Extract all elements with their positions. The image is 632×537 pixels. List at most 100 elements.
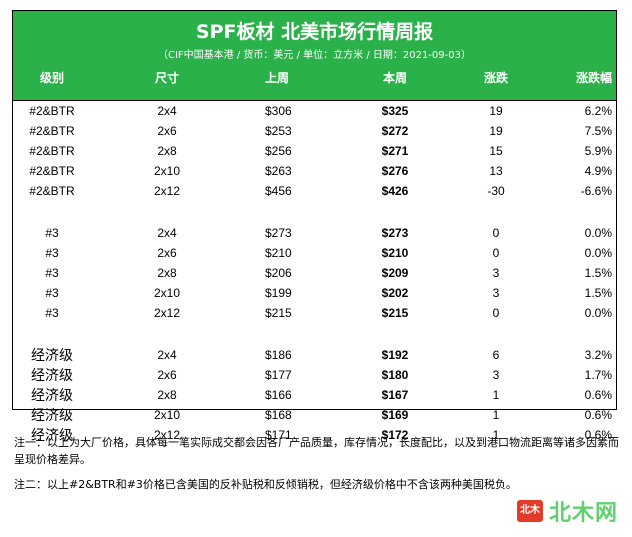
logo-badge: 北木 (516, 500, 543, 522)
cell-this: $426 (381, 184, 409, 198)
cell-grade: #3 (45, 306, 59, 320)
header-size: 尺寸 (154, 71, 179, 85)
table-row: 经济级 2x12 $171 $172 1 0.6% (13, 425, 616, 445)
cell-pct: 0.6% (584, 408, 612, 422)
cell-size: 2x6 (157, 246, 177, 260)
cell-this: $169 (381, 408, 409, 422)
cell-chg: 19 (489, 124, 503, 138)
report-header-banner: SPF板材 北美市场行情周报 （CIF中国基本港 / 货币：美元 / 单位：立方… (13, 11, 616, 101)
cell-last: $177 (265, 368, 292, 382)
cell-chg: 0 (492, 226, 500, 240)
table-row: #3 2x12 $215 $215 0 0.0% (13, 303, 616, 323)
cell-grade: #2&BTR (29, 124, 75, 138)
cell-pct: 5.9% (584, 144, 612, 158)
cell-size: 2x4 (157, 104, 177, 118)
header-grade: 级别 (39, 71, 64, 85)
cell-this: $276 (381, 164, 409, 178)
cell-size: 2x8 (157, 144, 177, 158)
cell-size: 2x10 (153, 408, 181, 422)
logo-text: 北木网 (548, 501, 618, 526)
table-row: #2&BTR 2x6 $253 $272 19 7.5% (13, 121, 616, 141)
cell-last: $186 (265, 348, 292, 362)
header-last-week: 上周 (265, 71, 290, 85)
report-title: SPF板材 北美市场行情周报 (195, 21, 434, 43)
cell-pct: 6.2% (584, 104, 612, 118)
cell-this: $180 (381, 368, 409, 382)
cell-this: $273 (381, 226, 409, 240)
cell-grade: 经济级 (31, 407, 73, 423)
cell-last: $256 (265, 144, 292, 158)
cell-last: $215 (265, 306, 292, 320)
cell-grade: #3 (45, 226, 59, 240)
cell-this: $209 (381, 266, 409, 280)
cell-size: 2x8 (157, 266, 177, 280)
cell-pct: 1.7% (584, 368, 612, 382)
table-row: #3 2x10 $199 $202 3 1.5% (13, 283, 616, 303)
cell-size: 2x12 (153, 428, 181, 442)
table-row: #3 2x4 $273 $273 0 0.0% (13, 223, 616, 243)
cell-size: 2x12 (153, 306, 181, 320)
cell-pct: -6.6% (580, 184, 612, 198)
table-row: #3 2x8 $206 $209 3 1.5% (13, 263, 616, 283)
table-row: 经济级 2x8 $166 $167 1 0.6% (13, 385, 616, 405)
cell-chg: 1 (492, 388, 500, 402)
cell-size: 2x4 (157, 226, 177, 240)
cell-pct: 3.2% (584, 348, 612, 362)
cell-grade: 经济级 (31, 347, 73, 363)
cell-pct: 4.9% (584, 164, 612, 178)
cell-last: $456 (265, 184, 292, 198)
cell-grade: #2&BTR (29, 164, 75, 178)
cell-grade: 经济级 (31, 367, 73, 383)
report-subtitle: （CIF中国基本港 / 货币：美元 / 单位：立方米 / 日期：2021-09-… (158, 50, 471, 61)
cell-chg: 3 (492, 266, 500, 280)
footnote-1: 注一：以上为大厂价格，具体每一笔实际成交都会因各厂产品质量，库存情况，长度配比，… (14, 436, 619, 466)
table-row: #2&BTR 2x4 $306 $325 19 6.2% (13, 101, 616, 121)
header-change: 涨跌 (483, 71, 508, 85)
cell-chg: 0 (492, 306, 500, 320)
cell-last: $253 (265, 124, 292, 138)
cell-pct: 7.5% (584, 124, 612, 138)
cell-last: $171 (265, 428, 292, 442)
cell-grade: 经济级 (31, 387, 73, 403)
cell-grade: #2&BTR (29, 104, 75, 118)
cell-chg: 1 (492, 428, 500, 442)
table-row: #2&BTR 2x8 $256 $271 15 5.9% (13, 141, 616, 161)
cell-pct: 1.5% (584, 266, 612, 280)
cell-this: $215 (381, 306, 409, 320)
cell-grade: #3 (45, 246, 59, 260)
cell-last: $206 (265, 266, 292, 280)
cell-chg: 3 (492, 368, 500, 382)
cell-chg: 15 (489, 144, 503, 158)
cell-size: 2x8 (157, 388, 177, 402)
table-body: #2&BTR 2x4 $306 $325 19 6.2% #2&BTR 2x6 $253 $272… (13, 101, 616, 445)
cell-last: $273 (265, 226, 292, 240)
cell-pct: 0.0% (584, 226, 612, 240)
cell-grade: #3 (45, 286, 59, 300)
cell-last: $210 (265, 246, 292, 260)
cell-size: 2x10 (153, 164, 181, 178)
cell-grade: #3 (45, 266, 59, 280)
cell-this: $325 (381, 104, 409, 118)
cell-last: $263 (265, 164, 292, 178)
cell-pct: 1.5% (584, 286, 612, 300)
footnote-2: 注二：以上#2&BTR和#3价格已含美国的反补贴税和反倾销税，但经济级价格中不含… (14, 478, 517, 491)
cell-pct: 0.6% (584, 388, 612, 402)
cell-grade: #2&BTR (29, 184, 75, 198)
cell-grade: #2&BTR (29, 144, 75, 158)
cell-last: $199 (265, 286, 292, 300)
price-report-table: SPF板材 北美市场行情周报 （CIF中国基本港 / 货币：美元 / 单位：立方… (12, 10, 617, 443)
table-row: 经济级 2x10 $168 $169 1 0.6% (13, 405, 616, 425)
cell-chg: 6 (492, 348, 500, 362)
cell-pct: 0.0% (584, 246, 612, 260)
table-row: 经济级 2x4 $186 $192 6 3.2% (13, 345, 616, 365)
cell-last: $168 (265, 408, 292, 422)
cell-chg: 0 (492, 246, 500, 260)
column-header-row: 级别 尺寸 上周 本周 涨跌 涨跌幅 (13, 70, 616, 86)
table-row: 经济级 2x6 $177 $180 3 1.7% (13, 365, 616, 385)
cell-this: $210 (381, 246, 409, 260)
cell-last: $306 (265, 104, 292, 118)
cell-chg: 13 (489, 164, 503, 178)
site-logo: 北木 北木网 (516, 495, 618, 527)
cell-pct: 0.6% (584, 428, 612, 442)
cell-pct: 0.0% (584, 306, 612, 320)
